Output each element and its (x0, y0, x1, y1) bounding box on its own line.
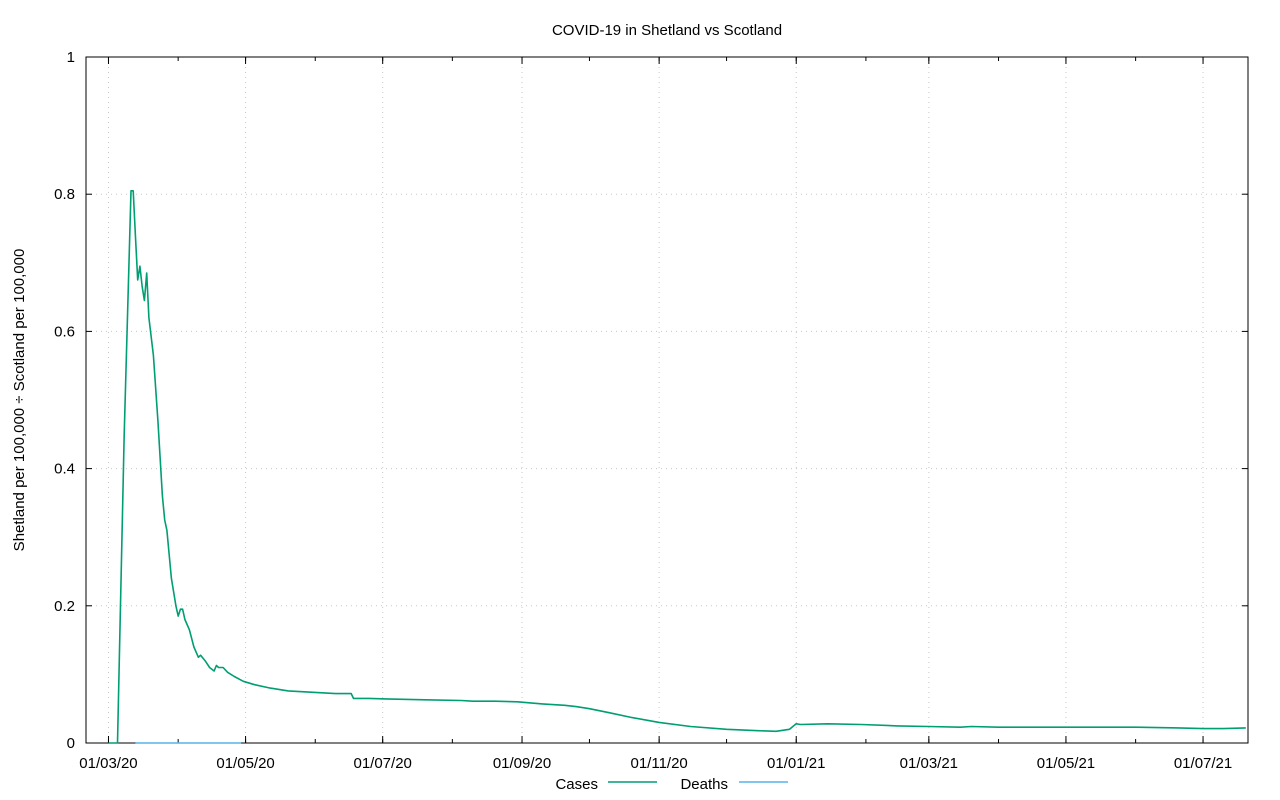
x-tick-label: 01/03/21 (900, 755, 958, 772)
y-tick-label: 0.4 (54, 461, 75, 478)
x-tick-label: 01/09/20 (493, 755, 551, 772)
series-layer (108, 190, 1246, 744)
chart-title: COVID-19 in Shetland vs Scotland (552, 22, 782, 39)
grid (86, 57, 1248, 743)
x-tick-label: 01/07/21 (1174, 755, 1232, 772)
y-tick-label: 0 (67, 735, 75, 752)
y-axis-label: Shetland per 100,000 ÷ Scotland per 100,… (11, 249, 28, 552)
x-tick-label: 01/05/21 (1037, 755, 1095, 772)
series-line-cases (108, 190, 1246, 744)
axis-ticks (86, 56, 1248, 744)
x-tick-label: 01/01/21 (767, 755, 825, 772)
x-tick-label: 01/11/20 (630, 755, 687, 772)
x-tick-label: 01/07/20 (353, 755, 411, 772)
y-tick-label: 1 (67, 49, 75, 66)
x-tick-label: 01/05/20 (216, 755, 274, 772)
legend-label-cases: Cases (555, 776, 598, 793)
legend-label-deaths: Deaths (680, 776, 728, 793)
plot-frame (85, 56, 1249, 744)
y-tick-label: 0.8 (54, 186, 75, 203)
x-tick-label: 01/03/20 (79, 755, 137, 772)
legend: Cases Deaths (555, 776, 788, 793)
y-tick-label: 0.2 (54, 598, 75, 615)
tick-labels: 0 0.2 0.4 0.6 0.8 1 01/03/20 01/05/20 01/07/20 01… (54, 49, 1232, 772)
y-tick-label: 0.6 (54, 323, 75, 340)
